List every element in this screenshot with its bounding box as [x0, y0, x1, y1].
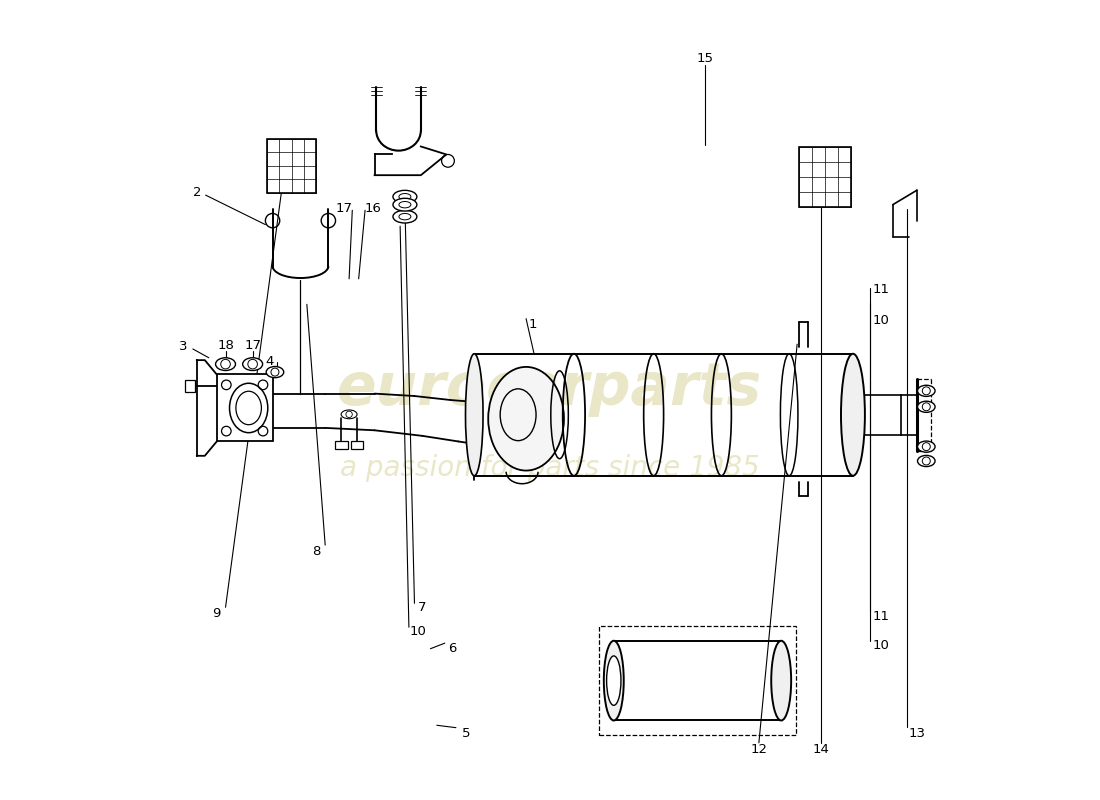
Ellipse shape — [488, 367, 564, 470]
Ellipse shape — [341, 410, 358, 418]
Text: a passion for parts since 1985: a passion for parts since 1985 — [340, 454, 760, 482]
Bar — [267, 138, 317, 193]
Text: 12: 12 — [750, 742, 768, 756]
Bar — [217, 374, 273, 442]
Text: 10: 10 — [872, 314, 889, 326]
Text: 8: 8 — [312, 545, 320, 558]
Text: 15: 15 — [697, 52, 714, 66]
Text: 10: 10 — [410, 625, 427, 638]
Bar — [334, 442, 348, 450]
Text: 11: 11 — [872, 610, 889, 623]
Ellipse shape — [917, 386, 935, 397]
Ellipse shape — [771, 641, 791, 721]
Ellipse shape — [604, 641, 624, 721]
Text: 11: 11 — [872, 283, 889, 297]
Text: 13: 13 — [909, 726, 925, 740]
Ellipse shape — [917, 401, 935, 412]
Text: 5: 5 — [462, 726, 471, 740]
Text: 1: 1 — [528, 318, 537, 330]
Text: 2: 2 — [192, 186, 201, 199]
Text: 14: 14 — [813, 742, 829, 756]
Text: 6: 6 — [449, 642, 456, 655]
Ellipse shape — [393, 190, 417, 203]
Text: 7: 7 — [418, 601, 427, 614]
Ellipse shape — [606, 656, 621, 706]
Text: 17: 17 — [336, 202, 353, 215]
Bar — [799, 147, 850, 207]
Text: 9: 9 — [212, 607, 221, 620]
Bar — [351, 442, 363, 450]
Ellipse shape — [465, 354, 483, 476]
Text: 3: 3 — [179, 340, 187, 353]
Text: eurocarparts: eurocarparts — [338, 359, 762, 417]
Text: 10: 10 — [872, 639, 889, 652]
Ellipse shape — [216, 358, 235, 370]
Ellipse shape — [917, 455, 935, 466]
Text: 18: 18 — [217, 339, 234, 352]
Text: 17: 17 — [244, 339, 261, 352]
Bar — [185, 380, 195, 392]
Text: 4: 4 — [265, 355, 274, 368]
Bar — [600, 626, 795, 735]
Ellipse shape — [917, 441, 935, 452]
Ellipse shape — [243, 358, 263, 370]
Ellipse shape — [393, 210, 417, 223]
Ellipse shape — [842, 354, 865, 476]
Ellipse shape — [393, 198, 417, 211]
Ellipse shape — [266, 366, 284, 378]
Text: 16: 16 — [364, 202, 382, 215]
